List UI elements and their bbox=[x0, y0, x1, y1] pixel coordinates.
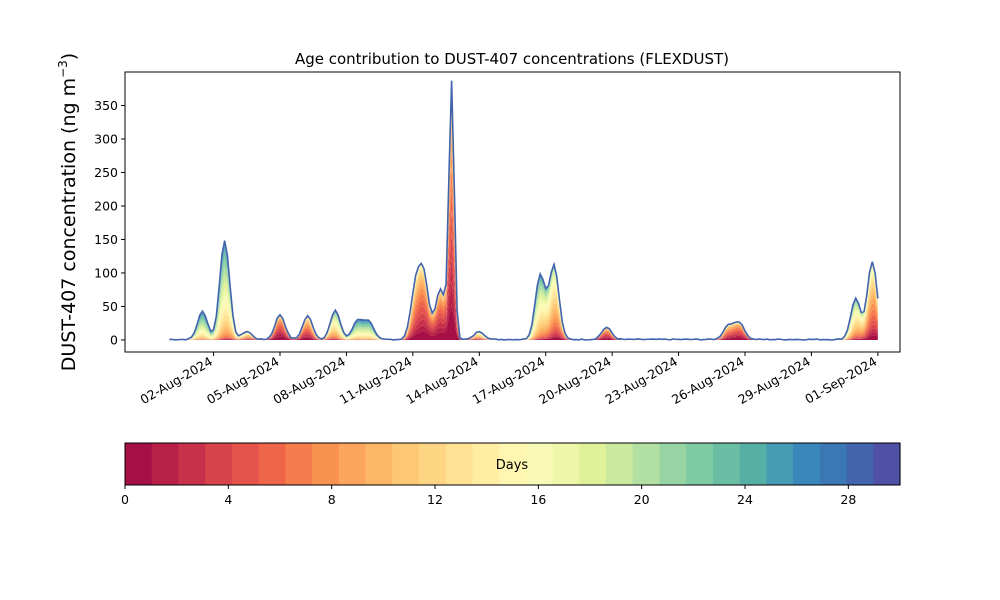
age-band-area bbox=[169, 209, 878, 340]
y-tick-label: 150 bbox=[94, 232, 118, 247]
age-band-area bbox=[169, 93, 878, 340]
colorbar-cell bbox=[873, 443, 901, 485]
y-tick-label: 350 bbox=[94, 98, 118, 113]
colorbar-label: Days bbox=[496, 458, 529, 473]
colorbar-tick-label: 12 bbox=[427, 492, 443, 507]
x-tick-label: 29-Aug-2024 bbox=[735, 354, 813, 407]
colorbar-cell bbox=[525, 443, 554, 485]
age-band-area bbox=[169, 86, 878, 340]
colorbar-cell bbox=[178, 443, 206, 485]
x-tick-label: 05-Aug-2024 bbox=[204, 354, 282, 407]
age-band-area bbox=[169, 81, 878, 340]
colorbar-cell bbox=[231, 443, 260, 485]
x-tick-label: 20-Aug-2024 bbox=[536, 354, 614, 407]
age-band-area bbox=[169, 81, 878, 340]
colorbar-cell bbox=[632, 443, 661, 485]
x-tick-label: 17-Aug-2024 bbox=[470, 354, 548, 407]
age-band-area bbox=[169, 80, 878, 340]
colorbar-cell bbox=[338, 443, 367, 485]
x-tick-label: 08-Aug-2024 bbox=[270, 354, 348, 407]
colorbar-cell bbox=[499, 443, 527, 485]
x-tick-label: 02-Aug-2024 bbox=[138, 354, 216, 407]
colorbar-cell bbox=[365, 443, 393, 485]
age-band-area bbox=[169, 84, 878, 340]
age-band-area bbox=[169, 186, 878, 340]
age-band-area bbox=[169, 80, 878, 340]
x-tick-label: 14-Aug-2024 bbox=[403, 354, 481, 407]
colorbar-cell bbox=[258, 443, 286, 485]
colorbar-cell bbox=[579, 443, 607, 485]
colorbar-frame bbox=[124, 442, 901, 486]
colorbar-tick-label: 20 bbox=[634, 492, 650, 507]
colorbar-cells bbox=[125, 443, 901, 485]
colorbar-tick-label: 28 bbox=[840, 492, 856, 507]
colorbar-tick-label: 4 bbox=[224, 492, 232, 507]
age-band-area bbox=[169, 80, 878, 340]
y-tick-label: 0 bbox=[110, 332, 118, 347]
x-tick-label: 11-Aug-2024 bbox=[337, 354, 415, 407]
colorbar-cell bbox=[793, 443, 821, 485]
colorbar-cell bbox=[312, 443, 340, 485]
plot-area: 0 50 100 150 200 250 300 350 02-Aug-202405-Aug-… bbox=[94, 71, 901, 407]
colorbar-cell bbox=[552, 443, 580, 485]
age-band-area bbox=[169, 89, 878, 340]
colorbar-tick-label: 8 bbox=[328, 492, 336, 507]
x-tick-label: 23-Aug-2024 bbox=[603, 354, 681, 407]
colorbar-cell bbox=[151, 443, 180, 485]
x-tick-label: 01-Sep-2024 bbox=[802, 354, 879, 407]
y-tick-label: 50 bbox=[102, 299, 118, 314]
x-axis: 02-Aug-202405-Aug-202408-Aug-202411-Aug-… bbox=[138, 352, 879, 407]
age-band-area bbox=[169, 80, 878, 340]
y-axis-label: DUST-407 concentration (ng m−3) bbox=[56, 53, 80, 371]
chart-title: Age contribution to DUST-407 concentrati… bbox=[295, 50, 729, 68]
series-layer bbox=[169, 80, 879, 341]
colorbar-cell bbox=[606, 443, 634, 485]
colorbar-cell bbox=[766, 443, 794, 485]
x-tick-label: 26-Aug-2024 bbox=[669, 354, 747, 407]
age-band-area bbox=[169, 80, 878, 340]
colorbar-cell bbox=[659, 443, 687, 485]
colorbar-ticks: 0 4 8 12 16 20 24 28 bbox=[121, 485, 856, 507]
colorbar-cell bbox=[125, 443, 153, 485]
colorbar-tick-label: 0 bbox=[121, 492, 129, 507]
colorbar-cell bbox=[819, 443, 848, 485]
colorbar-cell bbox=[739, 443, 767, 485]
colorbar-cell bbox=[285, 443, 313, 485]
y-tick-label: 300 bbox=[94, 131, 118, 146]
age-band-area bbox=[169, 166, 878, 340]
age-band-area bbox=[169, 80, 878, 340]
y-tick-label: 250 bbox=[94, 165, 118, 180]
age-band-area bbox=[169, 81, 878, 340]
colorbar-tick-label: 16 bbox=[530, 492, 546, 507]
y-tick-label: 100 bbox=[94, 265, 118, 280]
y-axis: 0 50 100 150 200 250 300 350 bbox=[94, 98, 125, 347]
colorbar-cell bbox=[846, 443, 874, 485]
colorbar-cell bbox=[686, 443, 714, 485]
colorbar: Days 0 4 8 12 16 20 24 28 bbox=[121, 442, 901, 507]
age-band-area bbox=[169, 131, 878, 340]
colorbar-cell bbox=[392, 443, 420, 485]
colorbar-cell bbox=[445, 443, 474, 485]
age-band-area bbox=[169, 80, 878, 340]
colorbar-tick-label: 24 bbox=[737, 492, 753, 507]
age-band-area bbox=[169, 82, 878, 340]
total-concentration-line bbox=[169, 80, 879, 341]
colorbar-cell bbox=[418, 443, 447, 485]
age-band-area bbox=[169, 80, 878, 340]
age-band-area bbox=[169, 108, 878, 340]
plot-frame bbox=[124, 71, 901, 353]
age-band-area bbox=[169, 80, 878, 340]
age-band-area bbox=[169, 100, 878, 340]
colorbar-cell bbox=[205, 443, 233, 485]
age-band-area bbox=[169, 147, 878, 340]
colorbar-cell bbox=[712, 443, 741, 485]
colorbar-cell bbox=[472, 443, 500, 485]
y-tick-label: 200 bbox=[94, 198, 118, 213]
age-band-area bbox=[169, 118, 878, 340]
